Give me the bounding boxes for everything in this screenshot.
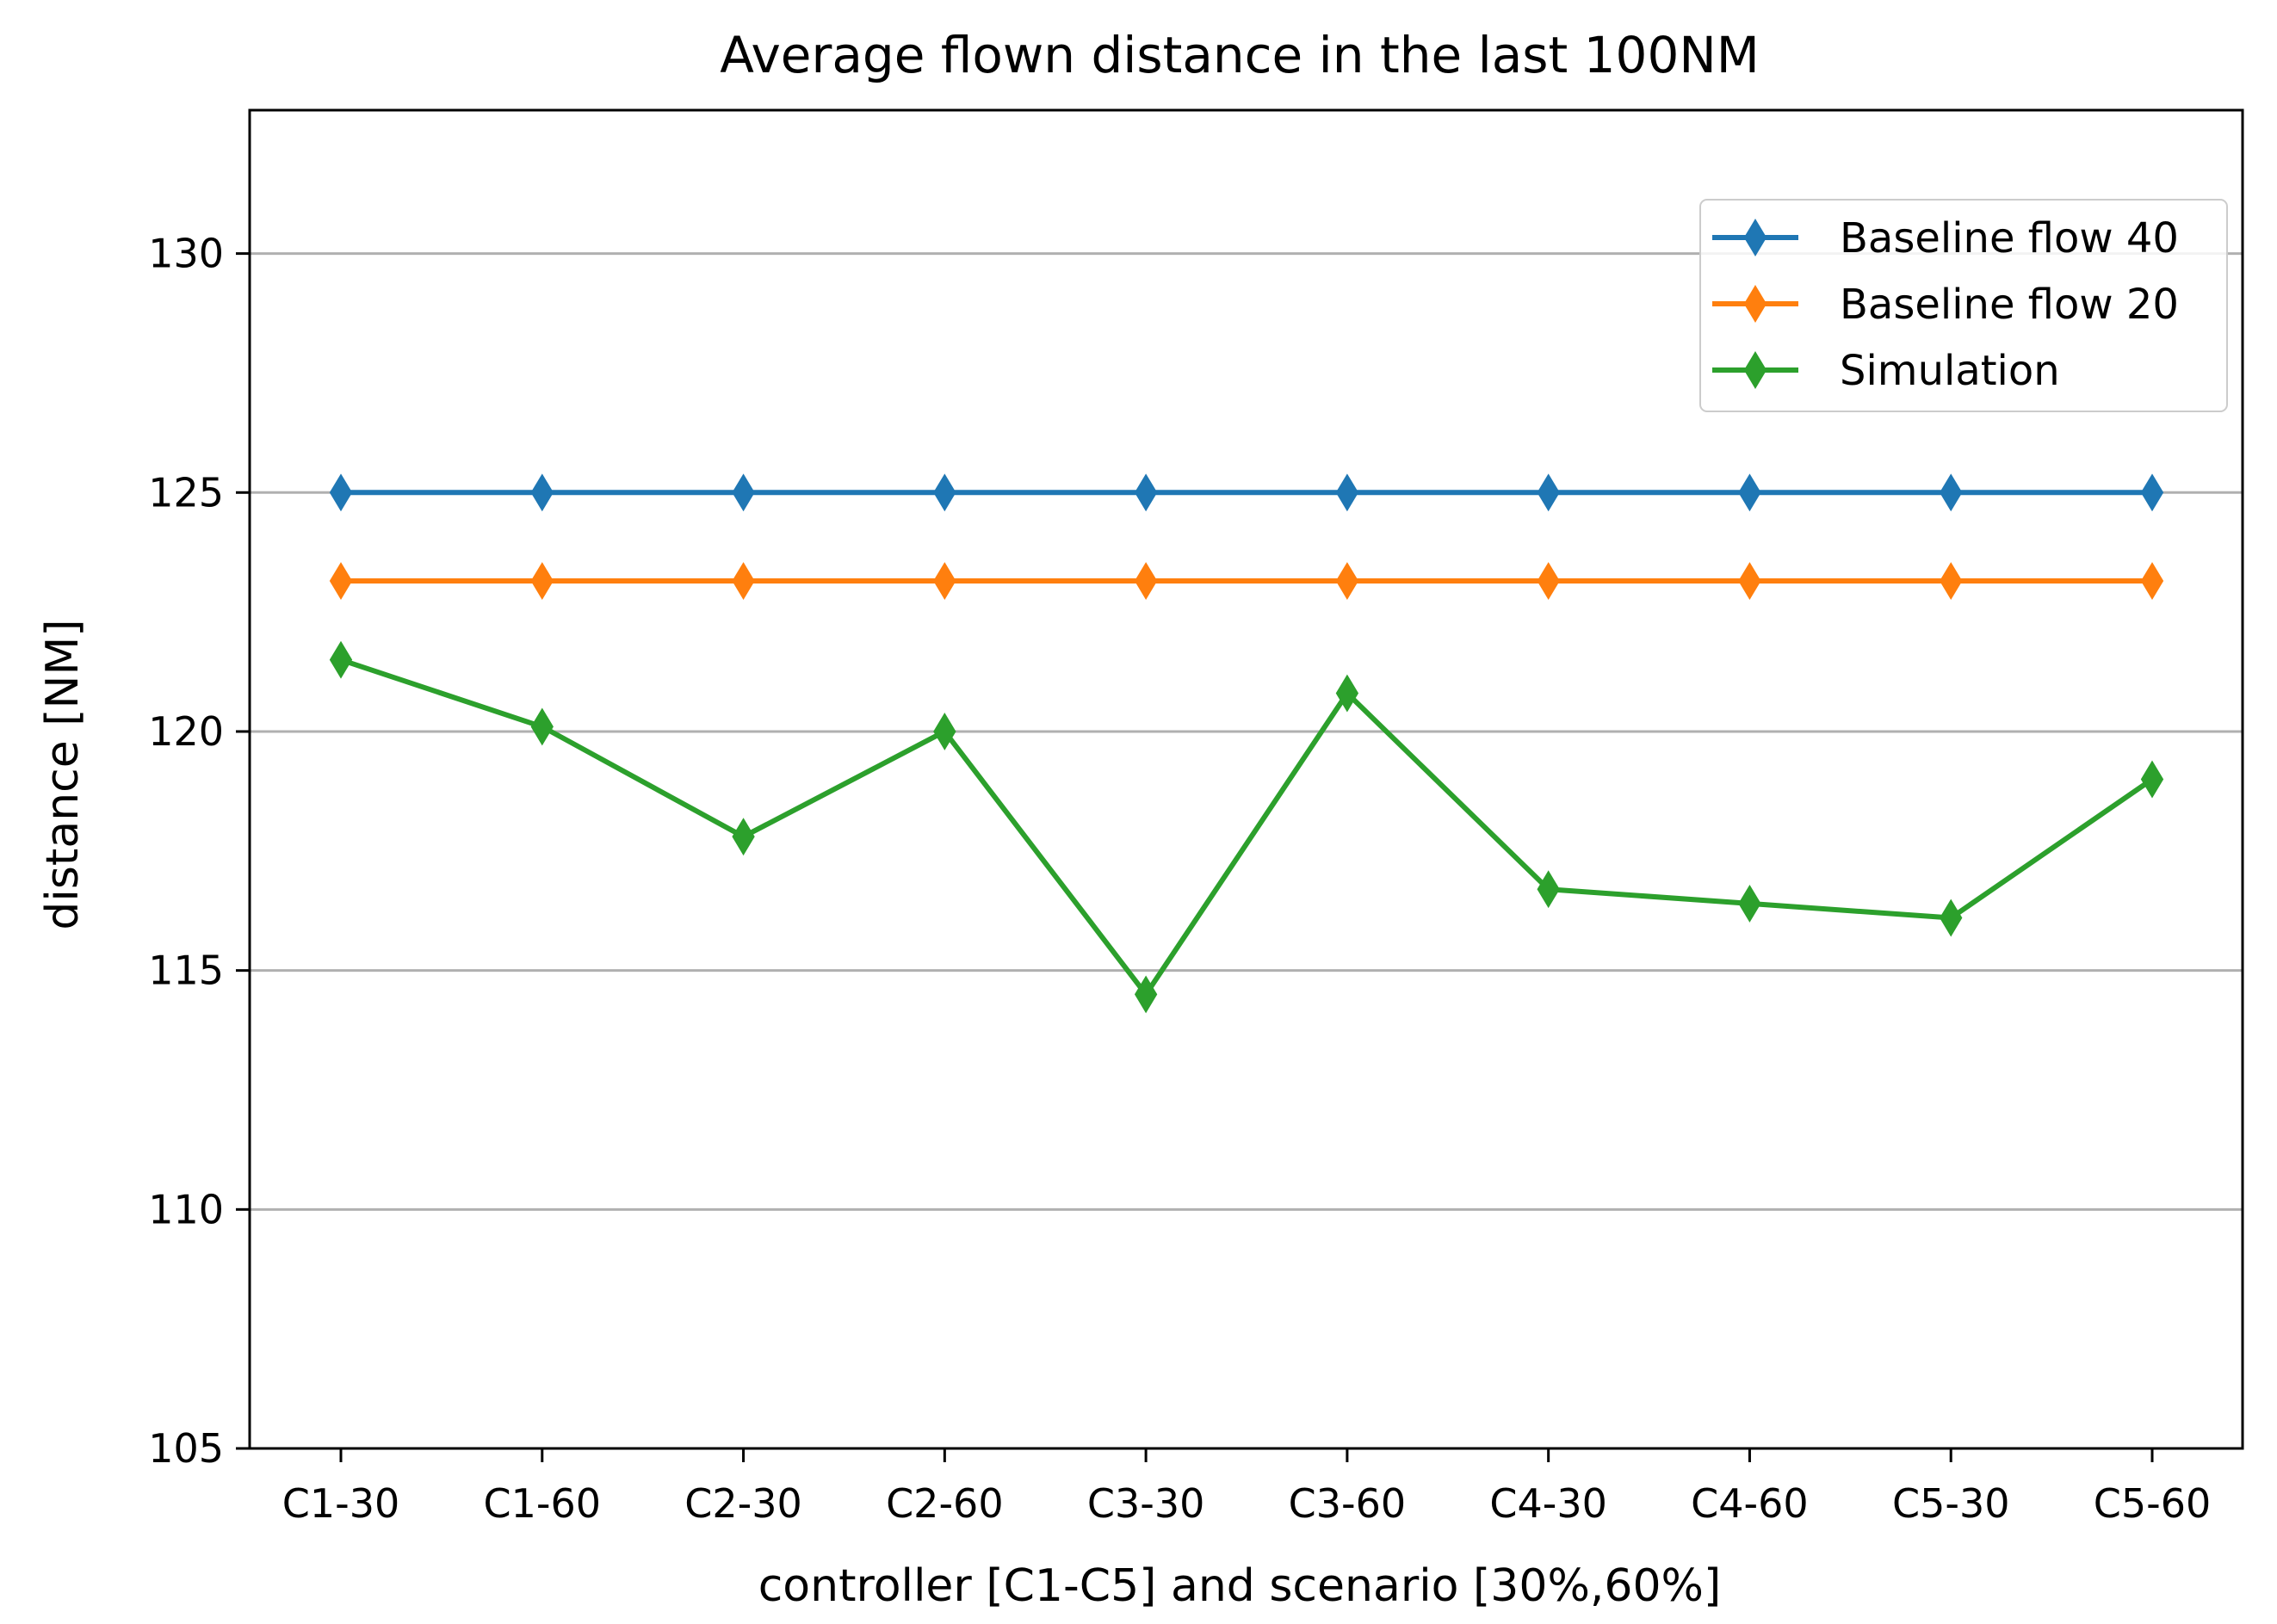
data-point (732, 562, 755, 600)
grid-lines (250, 252, 2243, 1450)
legend: Baseline flow 40 Baseline flow 20 Simulati… (1699, 199, 2228, 412)
data-point (2140, 473, 2164, 512)
x-tick-label: C2-30 (684, 1480, 802, 1527)
data-point (933, 713, 956, 750)
series-baseline-flow-20 (329, 562, 2164, 600)
data-point (1940, 898, 1963, 937)
data-point (1134, 473, 1158, 512)
data-point (933, 562, 956, 600)
x-tick-label: C3-30 (1087, 1480, 1205, 1527)
data-point (2140, 562, 2164, 600)
legend-marker (1743, 351, 1767, 389)
data-point (1738, 473, 1761, 512)
x-tick-label: C3-60 (1289, 1480, 1407, 1527)
x-tick-label: C2-60 (886, 1480, 1004, 1527)
legend-entry: Simulation (1712, 347, 2060, 395)
data-point (1738, 562, 1761, 600)
y-tick-label: 105 (148, 1425, 224, 1472)
legend-label: Baseline flow 20 (1840, 281, 2179, 329)
data-point (530, 707, 554, 746)
data-point (1134, 562, 1158, 600)
data-point (329, 473, 353, 512)
legend-entry: Baseline flow 40 (1712, 214, 2179, 262)
series-layer (329, 473, 2164, 1014)
legend-entry: Baseline flow 20 (1712, 281, 2179, 329)
x-tick-label: C5-60 (2094, 1480, 2212, 1527)
data-point (1335, 473, 1359, 512)
data-point (1335, 674, 1359, 713)
data-point (329, 562, 353, 600)
y-tick-label: 120 (148, 708, 224, 755)
x-tick-label: C4-60 (1691, 1480, 1809, 1527)
y-tick-label: 125 (148, 469, 224, 516)
legend-marker (1743, 219, 1767, 256)
data-point (1134, 975, 1158, 1014)
y-tick-label: 110 (148, 1186, 224, 1232)
data-point (530, 562, 554, 600)
data-point (933, 473, 956, 512)
data-point (732, 473, 755, 512)
x-tick-label: C5-30 (1892, 1480, 2010, 1527)
legend-marker (1743, 285, 1767, 323)
series-simulation (329, 640, 2164, 1014)
x-axis-title: controller [C1-C5] and scenario [30%,60%… (758, 1560, 1722, 1612)
plot-area-frame (248, 108, 2244, 1450)
data-point (1537, 870, 1560, 909)
legend-label: Simulation (1840, 347, 2060, 395)
x-tick-label: C1-30 (282, 1480, 400, 1527)
data-point (1738, 884, 1761, 923)
legend-label: Baseline flow 40 (1840, 214, 2179, 262)
x-tick-label: C1-60 (484, 1480, 602, 1527)
data-point (2140, 760, 2164, 799)
y-axis-title: distance [NM] (37, 619, 89, 929)
series-line (340, 657, 2154, 997)
data-point (1940, 562, 1963, 600)
data-point (1537, 473, 1560, 512)
data-point (1940, 473, 1963, 512)
data-point (530, 473, 554, 512)
data-point (732, 818, 755, 856)
data-point (1537, 562, 1560, 600)
legend-box (1699, 199, 2228, 412)
y-tick-label: 115 (148, 948, 224, 994)
y-tick-label: 130 (148, 231, 224, 277)
data-point (329, 640, 353, 679)
data-point (1335, 562, 1359, 600)
chart-title: Average flown distance in the last 100NM (720, 26, 1760, 84)
x-tick-label: C4-30 (1489, 1480, 1607, 1527)
series-baseline-flow-40 (329, 473, 2164, 512)
axes: 105 110 115 120 125 130 C1-30 C1-60 C2-30 C2-60 C3… (148, 231, 2211, 1527)
